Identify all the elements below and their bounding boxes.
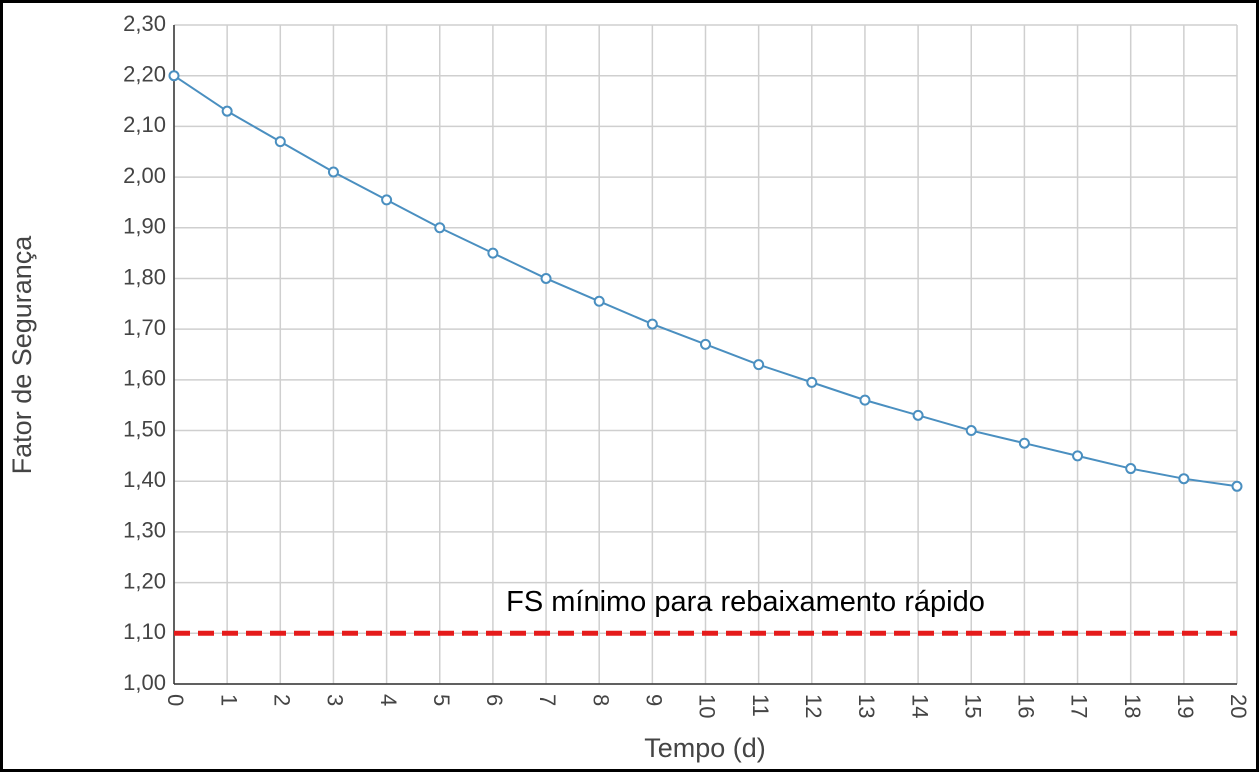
y-tick-label: 1,20 <box>123 568 166 593</box>
x-tick-label: 18 <box>1120 694 1145 718</box>
data-point <box>327 166 339 178</box>
x-tick-label: 16 <box>1014 694 1039 718</box>
data-point <box>965 425 977 437</box>
x-tick-label: 8 <box>588 694 613 706</box>
x-tick-label: 11 <box>748 694 773 717</box>
y-tick-label: 1,30 <box>123 518 166 543</box>
data-point <box>221 105 233 117</box>
y-tick-label: 1,00 <box>123 670 166 695</box>
x-tick-label: 7 <box>535 694 560 706</box>
x-tick-label: 12 <box>801 694 826 718</box>
y-axis-label: Fator de Segurança <box>7 235 37 475</box>
x-tick-label: 9 <box>642 694 667 706</box>
data-point <box>274 136 286 148</box>
y-tick-label: 1,60 <box>123 366 166 391</box>
data-point <box>859 394 871 406</box>
y-tick-label: 2,10 <box>123 112 166 137</box>
y-tick-label: 2,20 <box>123 62 166 87</box>
y-tick-label: 1,70 <box>123 315 166 340</box>
x-tick-label: 2 <box>269 694 294 706</box>
data-point <box>753 359 765 371</box>
x-tick-label: 15 <box>960 694 985 718</box>
reference-label: FS mínimo para rebaixamento rápido <box>506 586 985 618</box>
data-point <box>381 194 393 206</box>
x-tick-label: 17 <box>1067 694 1092 718</box>
data-point <box>1231 480 1243 492</box>
data-point <box>646 318 658 330</box>
data-point <box>1072 450 1084 462</box>
y-tick-label: 1,50 <box>123 416 166 441</box>
data-point <box>1178 473 1190 485</box>
x-tick-label: 6 <box>482 694 507 706</box>
x-tick-label: 3 <box>323 694 348 706</box>
data-point <box>806 376 818 388</box>
data-point <box>540 272 552 284</box>
y-tick-label: 1,10 <box>123 619 166 644</box>
x-tick-label: 5 <box>429 694 454 706</box>
x-tick-label: 0 <box>163 694 188 706</box>
y-tick-label: 1,40 <box>123 467 166 492</box>
x-axis-label: Tempo (d) <box>644 733 766 763</box>
x-tick-label: 1 <box>216 694 241 706</box>
data-point <box>700 338 711 350</box>
y-tick-label: 1,80 <box>123 264 166 289</box>
x-tick-label: 19 <box>1173 694 1198 718</box>
y-tick-label: 1,90 <box>123 214 166 239</box>
data-point <box>1125 463 1137 475</box>
data-point <box>168 70 180 82</box>
y-tick-label: 2,00 <box>123 163 166 188</box>
x-tick-label: 13 <box>854 694 879 718</box>
data-point <box>487 247 499 259</box>
x-tick-label: 10 <box>695 694 720 718</box>
data-point <box>434 222 446 234</box>
data-point <box>912 409 924 421</box>
x-tick-label: 20 <box>1226 694 1251 718</box>
data-point <box>1018 437 1030 449</box>
x-tick-label: 4 <box>376 694 401 706</box>
data-point <box>593 295 605 307</box>
x-tick-label: 14 <box>907 694 932 718</box>
y-tick-label: 2,30 <box>123 11 166 36</box>
